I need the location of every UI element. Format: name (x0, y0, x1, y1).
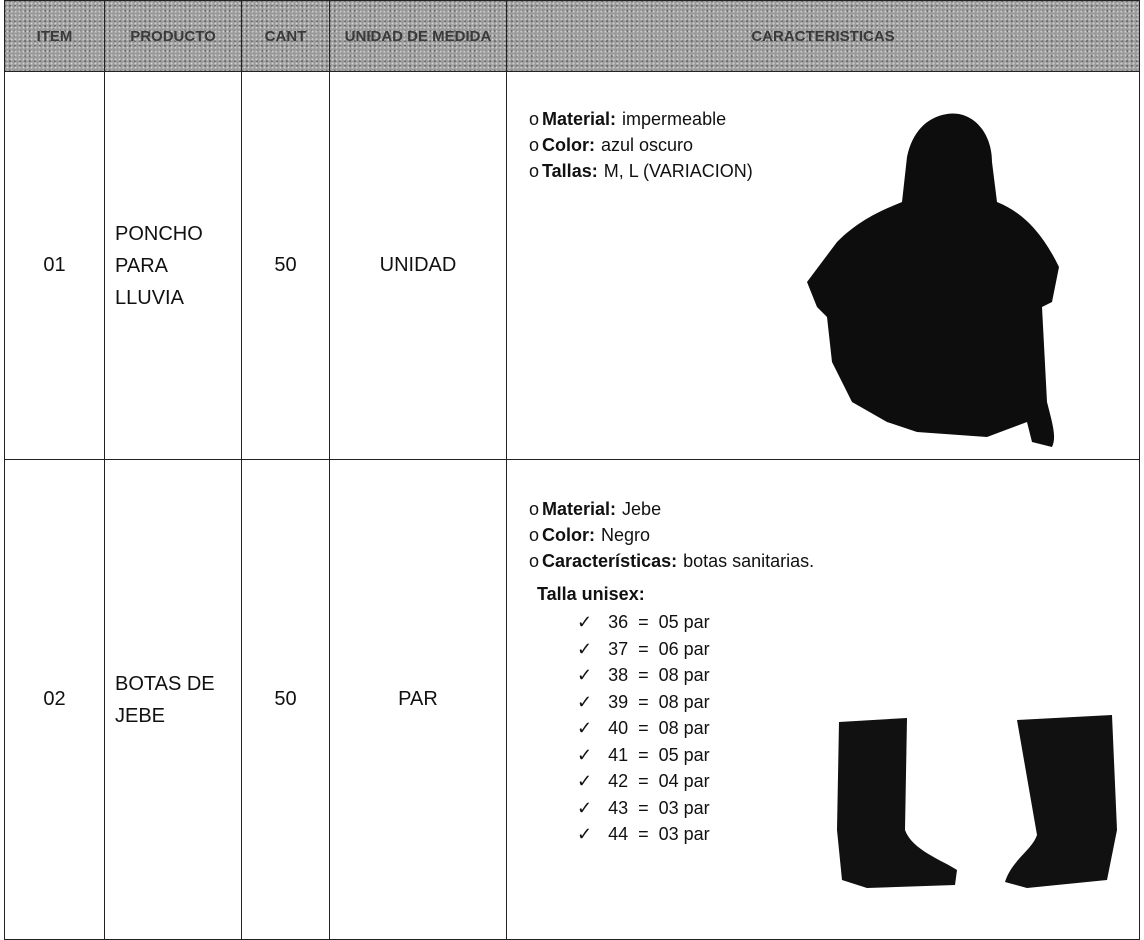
size-entry: 43 = 03 par (577, 795, 1139, 822)
feature-label: Características: (542, 551, 678, 571)
quantity: 50 (241, 459, 330, 940)
size-entry: 41 = 05 par (577, 742, 1139, 769)
header-row: ITEM PRODUCTO CANT UNIDAD DE MEDIDA CARA… (4, 0, 1140, 72)
feature-label: Material: (542, 109, 617, 129)
quantity: 50 (241, 71, 330, 460)
feature: Color:azul oscuro (529, 132, 1139, 158)
characteristics: Material:Jebe Color:Negro Característica… (506, 459, 1140, 940)
header-cell: PRODUCTO (104, 0, 242, 72)
product-name: PONCHO PARA LLUVIA (115, 222, 203, 309)
item: 02 (4, 459, 105, 940)
feature-value: Jebe (622, 499, 662, 519)
feature-value: M, L (VARIACION) (603, 161, 753, 181)
feature-list: Material:impermeable Color:azul oscuro T… (507, 106, 1139, 184)
sizes-title: Talla unisex: (537, 584, 645, 604)
row: 01 PONCHO PARA LLUVIA 50 UNIDAD Material… (4, 71, 1140, 460)
feature-label: Tallas: (542, 161, 598, 181)
sizes-list: 36 = 05 par37 = 06 par38 = 08 par39 = 08… (577, 609, 1139, 848)
header-cell: UNIDAD DE MEDIDA (329, 0, 507, 72)
product-name: BOTAS DE JEBE (115, 672, 215, 727)
product: BOTAS DE JEBE (104, 459, 242, 940)
feature: Material:Jebe (529, 496, 1139, 522)
feature-value: botas sanitarias. (683, 551, 815, 571)
unit: PAR (329, 459, 507, 940)
feature: Material:impermeable (529, 106, 1139, 132)
size-entry: 44 = 03 par (577, 821, 1139, 848)
feature-value: impermeable (622, 109, 727, 129)
feature-label: Color: (542, 525, 596, 545)
characteristics: Material:impermeable Color:azul oscuro T… (506, 71, 1140, 460)
product: PONCHO PARA LLUVIA (104, 71, 242, 460)
poncho-image (807, 113, 1059, 448)
feature-label: Material: (542, 499, 617, 519)
size-entry: 42 = 04 par (577, 768, 1139, 795)
boots-image (837, 715, 1117, 888)
size-entry: 36 = 05 par (577, 609, 1139, 636)
feature-value: Negro (601, 525, 651, 545)
row: 02 BOTAS DE JEBE 50 PAR Material:Jebe Co… (4, 459, 1140, 940)
feature: Tallas:M, L (VARIACION) (529, 158, 1139, 184)
feature-value: azul oscuro (601, 135, 694, 155)
size-entry: 37 = 06 par (577, 636, 1139, 663)
feature: Características:botas sanitarias. (529, 548, 1139, 574)
feature: Color:Negro (529, 522, 1139, 548)
spec-table: ITEM PRODUCTO CANT UNIDAD DE MEDIDA CARA… (4, 0, 1140, 940)
header-cell: CANT (241, 0, 330, 72)
size-entry: 40 = 08 par (577, 715, 1139, 742)
header-cell: CARACTERISTICAS (506, 0, 1140, 72)
size-entry: 38 = 08 par (577, 662, 1139, 689)
size-entry: 39 = 08 par (577, 689, 1139, 716)
feature-list: Material:Jebe Color:Negro Característica… (507, 496, 1139, 574)
feature-label: Color: (542, 135, 596, 155)
header-cell: ITEM (4, 0, 105, 72)
unit: UNIDAD (329, 71, 507, 460)
item: 01 (4, 71, 105, 460)
